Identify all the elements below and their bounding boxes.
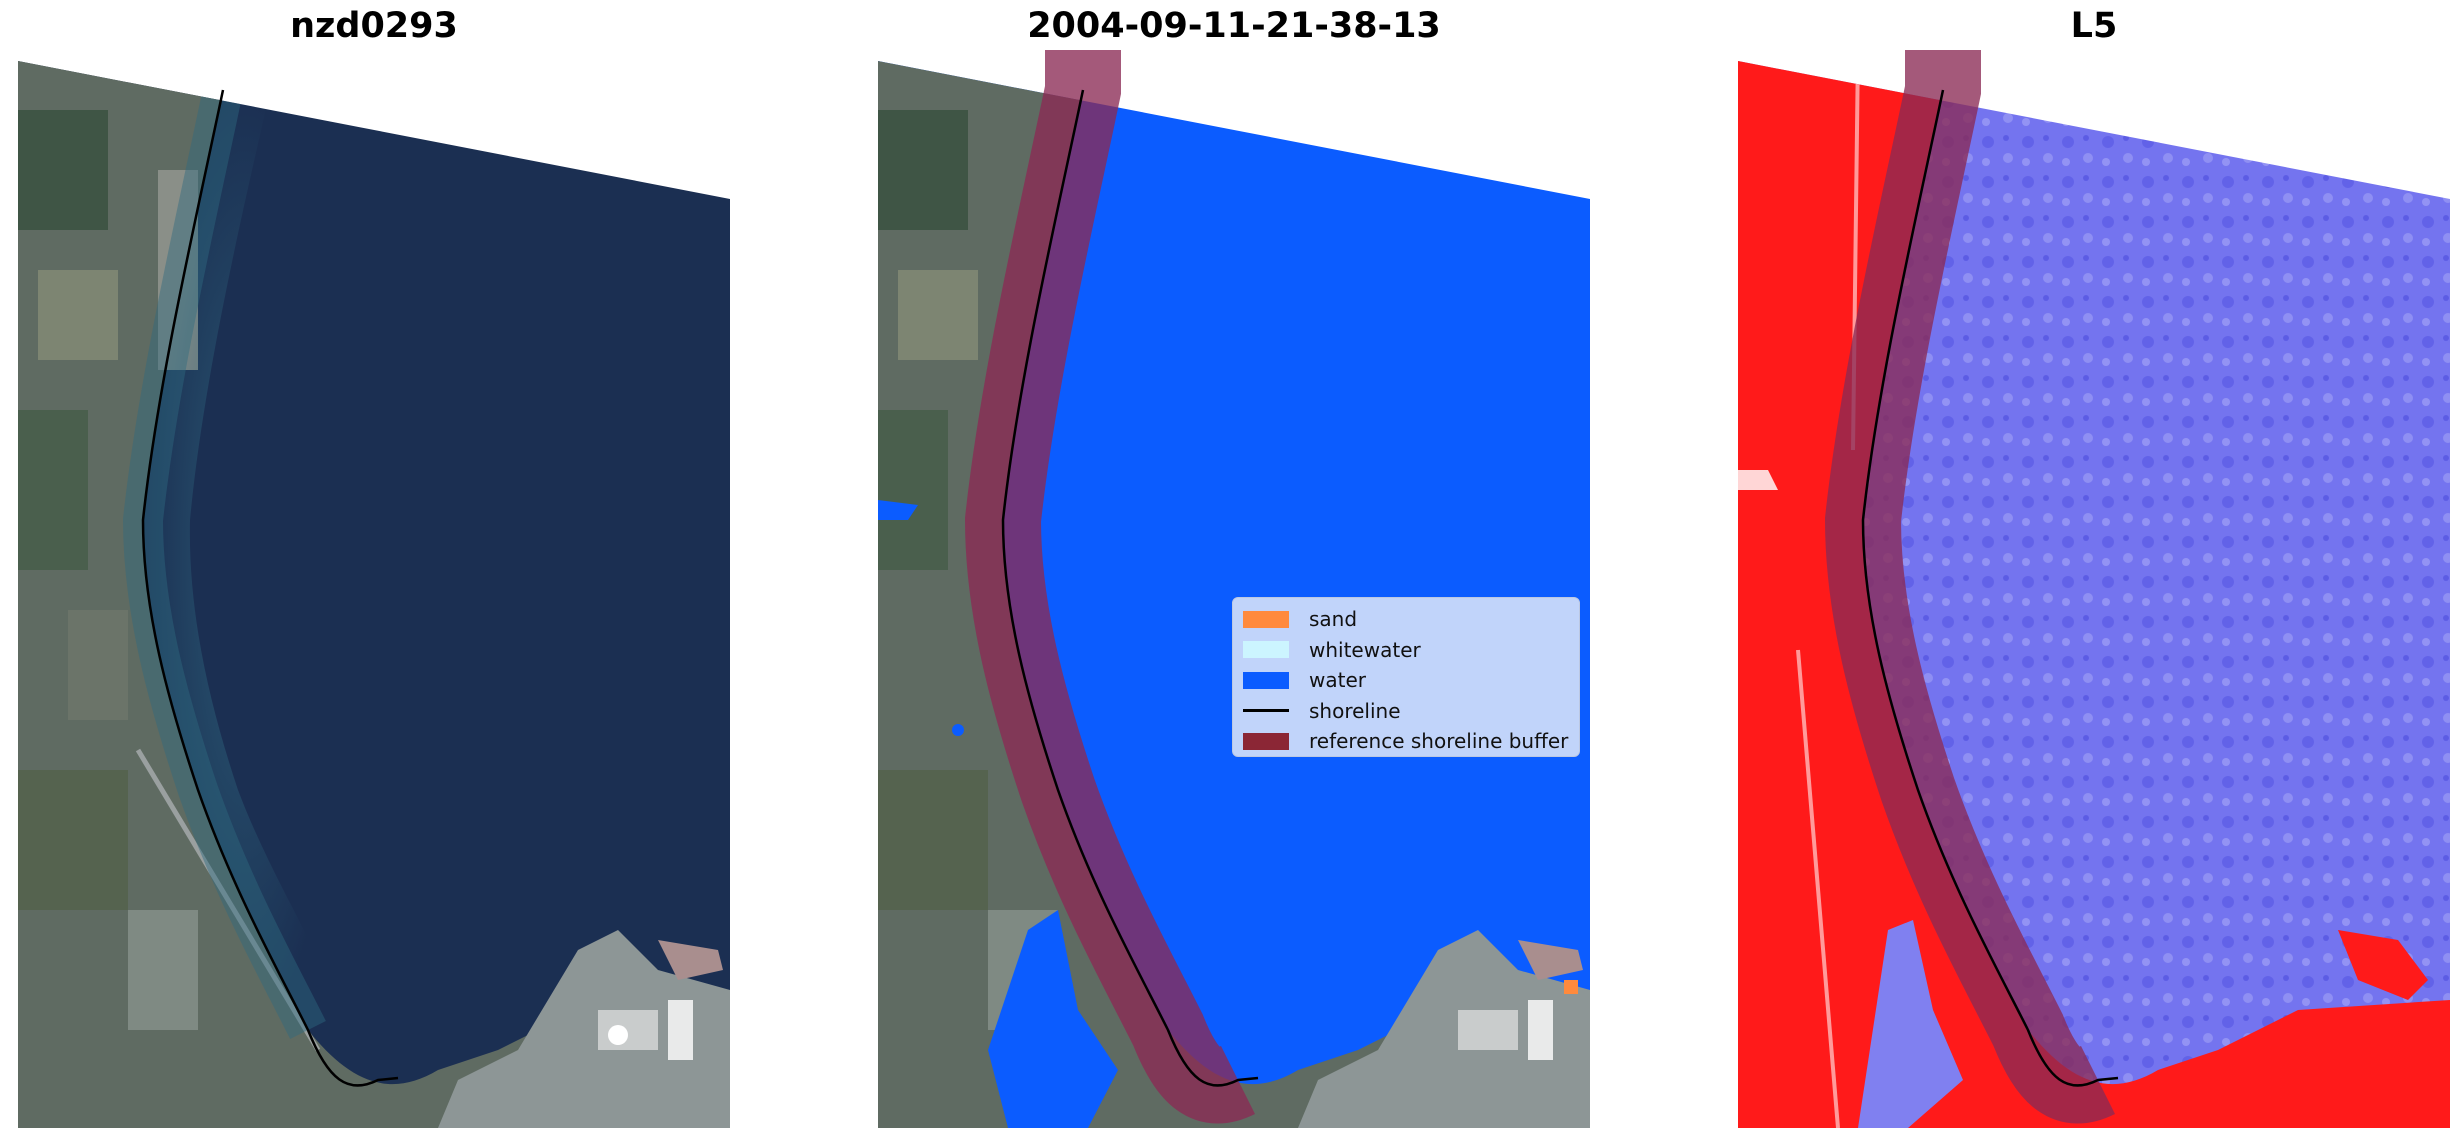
- classified-image-panel: [878, 50, 1590, 1128]
- panel-title-index: L5: [2070, 6, 2118, 46]
- index-image: [1738, 50, 2450, 1128]
- classified-image: [878, 50, 1590, 1128]
- legend: sand whitewater water shoreline referenc…: [1232, 597, 1580, 757]
- panel-title-classified: 2004-09-11-21-38-13: [1027, 6, 1441, 46]
- legend-swatch-water: [1243, 671, 1289, 689]
- legend-label: sand: [1309, 607, 1358, 632]
- legend-label: water: [1309, 668, 1366, 693]
- legend-item-shoreline: shoreline: [1243, 696, 1569, 727]
- legend-swatch-buffer: [1243, 732, 1289, 750]
- legend-label: reference shoreline buffer: [1309, 729, 1569, 754]
- shoreline-line: [1001, 89, 1259, 1087]
- shoreline-line: [1861, 89, 2119, 1087]
- panel-title-rgb: nzd0293: [290, 6, 458, 46]
- legend-swatch-sand: [1243, 610, 1289, 628]
- legend-item-buffer: reference shoreline buffer: [1243, 726, 1569, 757]
- legend-item-sand: sand: [1243, 604, 1569, 635]
- legend-swatch-whitewater: [1243, 641, 1289, 659]
- rgb-image: [18, 61, 730, 1128]
- legend-label: shoreline: [1309, 698, 1401, 723]
- legend-item-whitewater: whitewater: [1243, 635, 1569, 666]
- legend-label: whitewater: [1309, 637, 1421, 662]
- legend-line-shoreline: [1243, 709, 1289, 713]
- index-image-panel: [1738, 50, 2450, 1128]
- shoreline-line: [141, 89, 399, 1087]
- rgb-image-panel: [18, 50, 730, 1128]
- legend-item-water: water: [1243, 665, 1569, 696]
